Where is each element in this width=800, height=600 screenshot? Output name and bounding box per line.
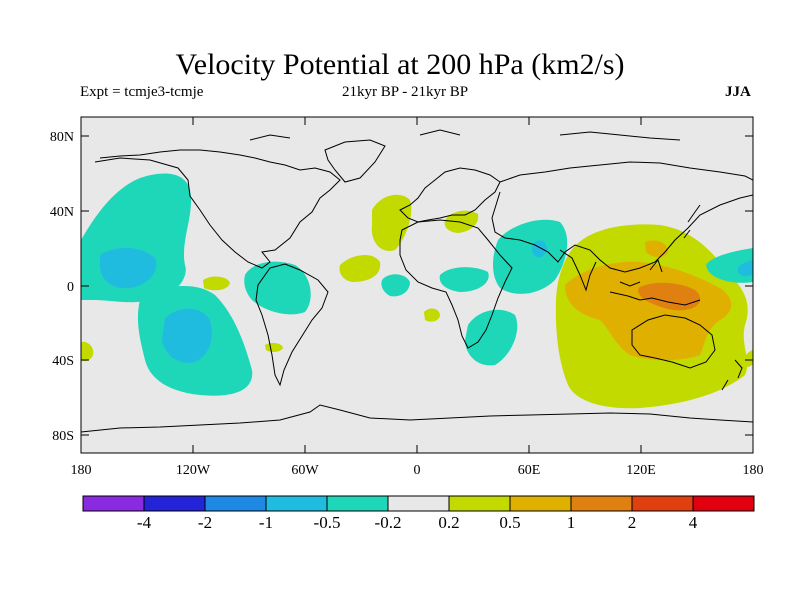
season-label: JJA <box>725 84 751 100</box>
coastline-australia <box>631 314 716 369</box>
colorbar-swatch-5 <box>387 495 450 512</box>
colorbar-swatch-1 <box>143 495 206 512</box>
contour-fills <box>81 173 753 409</box>
coastline-indonesia <box>609 258 701 306</box>
lon-label-120w: 120W <box>176 463 211 478</box>
coastline-africa <box>399 219 513 349</box>
coastline-south-america <box>255 263 329 387</box>
colorbar-label-m05: -0.5 <box>314 513 341 532</box>
contour-south-america <box>244 261 311 315</box>
colorbar-label-p05: 0.5 <box>499 513 520 532</box>
contour-south-atlantic-green <box>424 308 440 322</box>
coastline-north-america <box>94 149 341 269</box>
lat-label-0: 0 <box>67 280 74 295</box>
contour-mediterranean-green <box>444 210 479 233</box>
colorbar-label-m4: -4 <box>137 513 152 532</box>
colorbar-swatch-6 <box>448 495 511 512</box>
coastline-greenland <box>324 139 386 183</box>
contour-south-america-small <box>265 342 283 353</box>
contour-north-pacific-core <box>100 247 157 289</box>
colorbar-label-p02: 0.2 <box>438 513 459 532</box>
colorbar-swatch-3 <box>265 495 328 512</box>
colorbar-label-p1: 1 <box>567 513 576 532</box>
lat-labels: 80N 40N 0 40S 80S <box>50 130 74 444</box>
colorbar-labels: -4 -2 -1 -0.5 -0.2 0.2 0.5 1 2 4 <box>137 513 698 532</box>
lon-ticks <box>192 117 642 453</box>
lon-labels: 180 120W 60W 0 60E 120E 180 <box>71 463 764 478</box>
contour-atlantic-cyan <box>381 274 410 297</box>
contour-east-edge-core <box>737 260 753 276</box>
coastline-india <box>559 249 597 292</box>
contour-china-orange <box>645 240 668 258</box>
lon-label-0: 0 <box>414 463 421 478</box>
lat-label-80s: 80S <box>52 429 74 444</box>
coastline-japan <box>683 204 701 239</box>
lon-label-60e: 60E <box>518 463 541 478</box>
coastline-new-zealand <box>721 359 743 391</box>
contour-southern-africa-cyan <box>465 309 518 366</box>
contour-south-pacific-core <box>162 308 212 363</box>
coastline-asia <box>491 161 753 273</box>
lat-label-80n: 80N <box>50 130 74 145</box>
contour-small-green <box>203 276 230 291</box>
colorbar-label-p4: 4 <box>689 513 698 532</box>
contour-west-africa-cyan <box>439 267 489 292</box>
coastline-arctic-islands <box>249 129 681 141</box>
lat-ticks <box>81 135 753 436</box>
chart-title: Velocity Potential at 200 hPa (km2/s) <box>175 48 625 81</box>
colorbar-label-p2: 2 <box>628 513 637 532</box>
lat-label-40s: 40S <box>52 354 74 369</box>
contour-central-atlantic-green <box>339 254 381 282</box>
contour-south-east-edge-green <box>743 350 753 367</box>
colorbar-swatch-0 <box>82 495 145 512</box>
contour-east-africa-cyan <box>493 219 568 294</box>
contour-maritime-dark-orange <box>637 282 701 311</box>
coastlines <box>81 129 753 433</box>
colorbar-swatch-7 <box>509 495 572 512</box>
contour-indo-pacific-orange <box>565 261 732 361</box>
colorbar-label-m02: -0.2 <box>375 513 402 532</box>
lon-label-180e: 180 <box>743 463 764 478</box>
colorbar-label-m1: -1 <box>259 513 273 532</box>
coastline-europe <box>399 167 501 223</box>
contour-west-edge-green <box>81 341 94 362</box>
lat-label-40n: 40N <box>50 205 74 220</box>
colorbar-swatch-2 <box>204 495 267 512</box>
colorbar-swatch-8 <box>570 495 633 512</box>
colorbar-swatch-9 <box>631 495 694 512</box>
lon-label-120e: 120E <box>626 463 656 478</box>
colorbar <box>82 495 755 512</box>
experiment-label: Expt = tcmje3-tcmje <box>80 84 204 100</box>
lon-label-180w: 180 <box>71 463 92 478</box>
coastline-antarctica <box>81 404 753 433</box>
colorbar-swatch-10 <box>692 495 755 512</box>
colorbar-label-m2: -2 <box>198 513 212 532</box>
period-label: 21kyr BP - 21kyr BP <box>342 84 469 100</box>
colorbar-swatch-4 <box>326 495 389 512</box>
lon-label-60w: 60W <box>291 463 319 478</box>
